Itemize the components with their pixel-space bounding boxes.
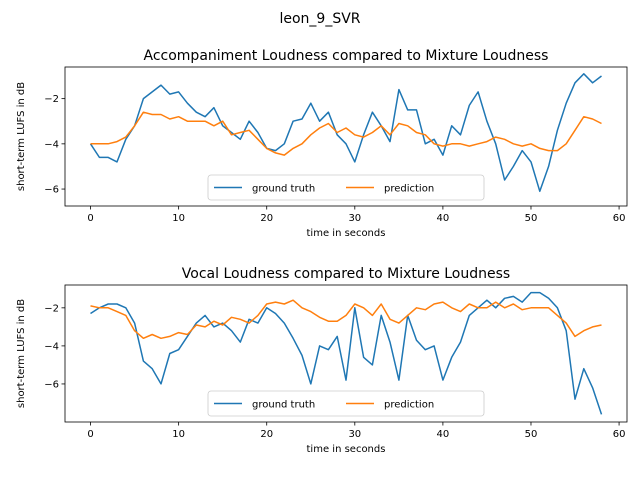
x-tick-label: 20	[260, 213, 273, 224]
y-tick-label: −4	[44, 139, 59, 150]
x-tick-label: 40	[437, 213, 450, 224]
x-tick-label: 60	[613, 429, 626, 440]
x-tick-label: 10	[172, 213, 185, 224]
subplot-1: Accompaniment Loudness compared to Mixtu…	[16, 48, 628, 239]
x-tick-label: 20	[260, 429, 273, 440]
legend: ground truth prediction	[207, 174, 485, 201]
series-line-prediction	[90, 111, 602, 156]
x-tick-label: 30	[348, 213, 361, 224]
plot-frame	[64, 66, 628, 207]
x-axis-label: time in seconds	[307, 444, 386, 455]
legend-label: ground truth	[252, 400, 315, 411]
legend: ground truth prediction	[207, 390, 485, 417]
panels: Accompaniment Loudness compared to Mixtu…	[16, 48, 628, 455]
y-tick-label: −2	[44, 94, 59, 105]
x-axis-label: time in seconds	[307, 228, 386, 239]
subplot-2: Vocal Loudness compared to Mixture Loudn…	[16, 266, 628, 455]
subplot-title: Vocal Loudness compared to Mixture Loudn…	[182, 266, 510, 282]
legend-label: prediction	[384, 184, 434, 195]
x-tick-label: 50	[525, 429, 538, 440]
subplot-title: Accompaniment Loudness compared to Mixtu…	[144, 48, 549, 64]
y-tick-label: −6	[44, 379, 59, 390]
y-tick-label: −6	[44, 185, 59, 196]
y-axis-label: short-term LUFS in dB	[16, 82, 27, 191]
series-line-prediction	[90, 299, 602, 340]
legend-label: prediction	[384, 400, 434, 411]
x-tick-label: 30	[348, 429, 361, 440]
x-tick-label: 10	[172, 429, 185, 440]
x-tick-label: 60	[613, 213, 626, 224]
y-tick-label: −4	[44, 341, 59, 352]
series-line-ground-truth	[90, 291, 603, 415]
x-tick-label: 40	[437, 429, 450, 440]
y-axis-label: short-term LUFS in dB	[16, 299, 27, 408]
x-tick-label: 50	[525, 213, 538, 224]
x-tick-label: 0	[87, 429, 93, 440]
figure-title: leon_9_SVR	[279, 11, 360, 27]
legend-label: ground truth	[252, 184, 315, 195]
plot-frame	[64, 284, 628, 423]
y-tick-label: −2	[44, 303, 59, 314]
x-tick-label: 0	[87, 213, 93, 224]
series-line-ground-truth	[89, 73, 602, 193]
